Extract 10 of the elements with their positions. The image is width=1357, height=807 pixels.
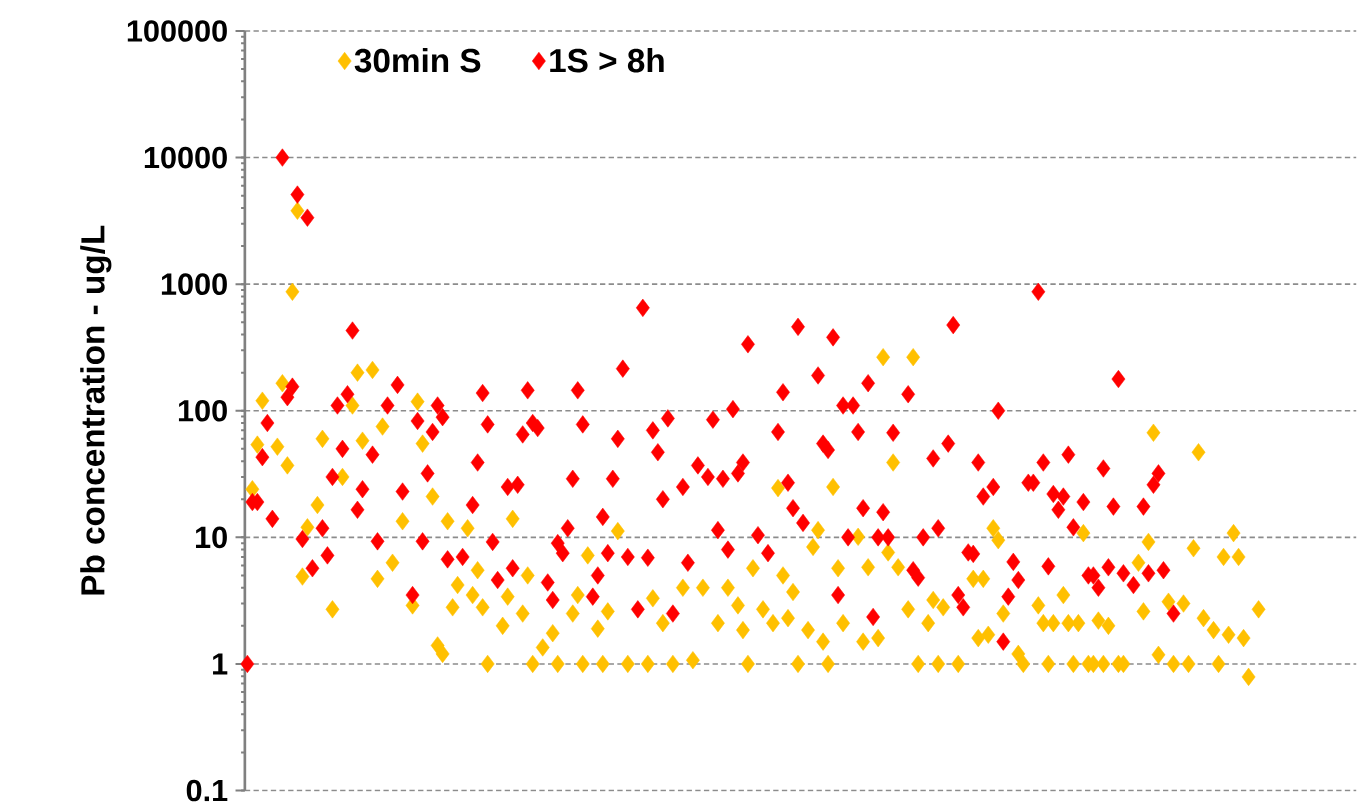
legend-label: 30min S <box>354 48 481 73</box>
y-tick-label: 0.1 <box>186 779 228 802</box>
legend-label: 1S > 8h <box>550 48 664 73</box>
y-tick-label: 1000 <box>161 273 227 296</box>
y-tick-label: 10000 <box>144 146 227 169</box>
y-tick-label: 1 <box>213 653 228 675</box>
y-tick-label: 10 <box>195 526 227 549</box>
y-tick-label: 100000 <box>127 20 227 43</box>
y-axis-title: Pb concentration - ug/L <box>80 226 112 595</box>
y-tick-label: 100 <box>178 400 227 422</box>
